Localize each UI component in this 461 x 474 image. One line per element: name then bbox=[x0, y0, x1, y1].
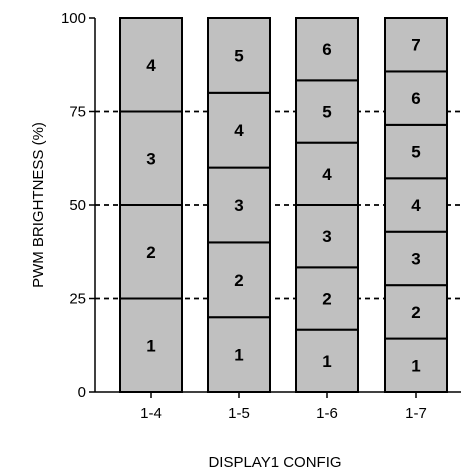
y-tick-labels: 0 25 50 75 100 bbox=[61, 10, 95, 401]
bar-segment bbox=[384, 70, 448, 126]
bar-segment bbox=[119, 204, 183, 300]
bar-segment bbox=[119, 17, 183, 113]
x-tick-label: 1-4 bbox=[140, 405, 162, 422]
gridlines bbox=[95, 110, 461, 300]
y-tick-label: 75 bbox=[69, 104, 86, 121]
bar-segment bbox=[295, 328, 359, 393]
x-tick-label: 1-6 bbox=[316, 405, 338, 422]
bar-segment-label: 2 bbox=[322, 290, 331, 309]
bar-segment-label: 5 bbox=[322, 103, 331, 122]
bar-segment-label: 2 bbox=[234, 271, 243, 290]
bar-segment bbox=[384, 17, 448, 73]
y-tick-label: 100 bbox=[61, 10, 86, 27]
x-tick-labels: 1-4 1-5 1-6 1-7 bbox=[140, 392, 427, 422]
bar-segment bbox=[384, 177, 448, 233]
bar-segment-label: 5 bbox=[411, 143, 420, 162]
bar-segment-label: 2 bbox=[411, 303, 420, 322]
bar-segment bbox=[295, 204, 359, 269]
bar-segment-label: 3 bbox=[411, 249, 420, 268]
bar-segment bbox=[384, 123, 448, 180]
bar-segment bbox=[295, 17, 359, 82]
bar-segment bbox=[207, 91, 271, 169]
bar-segment-label: 4 bbox=[411, 196, 421, 215]
bar-segment-label: 1 bbox=[411, 356, 420, 375]
bars: 1 2 3 4 1 2 3 4 5 1 2 3 4 5 6 1 2 3 4 5 6 7 bbox=[119, 17, 448, 394]
bar-segment-label: 7 bbox=[411, 36, 420, 55]
bar-segment bbox=[384, 230, 448, 287]
bar-segment bbox=[207, 17, 271, 94]
bar-segment-label: 3 bbox=[146, 149, 155, 168]
bar-segment-label: 2 bbox=[146, 243, 155, 262]
bar-segment-label: 6 bbox=[411, 89, 420, 108]
bar-segment-label: 5 bbox=[234, 46, 243, 65]
y-axis-title: PWM BRIGHTNESS (%) bbox=[30, 122, 47, 288]
bar-segment bbox=[295, 266, 359, 331]
bar-segment bbox=[384, 284, 448, 340]
x-tick-label: 1-5 bbox=[228, 405, 250, 422]
bar-segment-label: 4 bbox=[322, 165, 332, 184]
bar-segment-label: 3 bbox=[322, 227, 331, 246]
y-tick-label: 25 bbox=[69, 291, 86, 308]
bar-segment bbox=[207, 241, 271, 319]
y-tick-label: 50 bbox=[69, 197, 86, 214]
bar-segment-label: 3 bbox=[234, 196, 243, 215]
bar-segment-label: 4 bbox=[146, 56, 156, 75]
bar-segment-label: 1 bbox=[322, 352, 331, 371]
bar-segment-label: 1 bbox=[146, 336, 155, 355]
x-axis-title: DISPLAY1 CONFIG bbox=[208, 454, 341, 471]
x-tick-label: 1-7 bbox=[405, 405, 427, 422]
bar-segment-label: 6 bbox=[322, 40, 331, 59]
bar-segment bbox=[207, 316, 271, 394]
bar-segment-label: 1 bbox=[234, 346, 243, 365]
bar-segment-label: 4 bbox=[234, 121, 244, 140]
bar-segment bbox=[295, 141, 359, 207]
bar-segment bbox=[207, 166, 271, 244]
y-tick-label: 0 bbox=[78, 384, 86, 401]
